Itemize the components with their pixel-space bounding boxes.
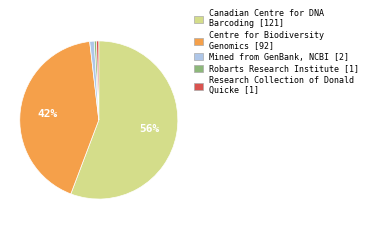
Text: 42%: 42% bbox=[38, 109, 58, 119]
Legend: Canadian Centre for DNA
Barcoding [121], Centre for Biodiversity
Genomics [92], : Canadian Centre for DNA Barcoding [121],… bbox=[194, 9, 359, 95]
Wedge shape bbox=[71, 41, 178, 199]
Wedge shape bbox=[90, 41, 99, 120]
Text: 56%: 56% bbox=[139, 124, 160, 134]
Wedge shape bbox=[20, 42, 99, 194]
Wedge shape bbox=[94, 41, 99, 120]
Wedge shape bbox=[97, 41, 99, 120]
